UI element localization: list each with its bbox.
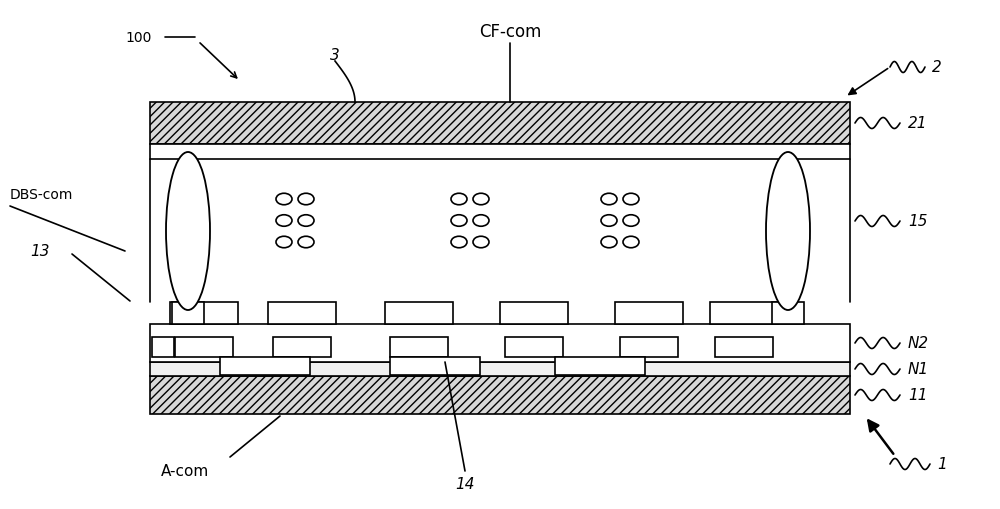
Text: 2: 2: [932, 61, 942, 75]
Ellipse shape: [298, 215, 314, 227]
Ellipse shape: [473, 237, 489, 248]
Ellipse shape: [601, 215, 617, 227]
Ellipse shape: [766, 153, 810, 310]
Bar: [710, 302, 778, 324]
Bar: [385, 302, 453, 324]
Text: 1: 1: [937, 457, 947, 471]
Text: CF-com: CF-com: [479, 23, 541, 41]
Bar: [170, 302, 238, 324]
Bar: [390, 357, 480, 375]
Ellipse shape: [276, 237, 292, 248]
Text: 3: 3: [330, 47, 340, 63]
Text: 13: 13: [30, 244, 50, 259]
Bar: [555, 357, 645, 375]
Text: A-com: A-com: [161, 464, 209, 478]
Bar: [620, 337, 678, 357]
Text: N1: N1: [908, 362, 929, 377]
Ellipse shape: [623, 237, 639, 248]
Ellipse shape: [298, 237, 314, 248]
Ellipse shape: [298, 194, 314, 205]
Ellipse shape: [623, 194, 639, 205]
Ellipse shape: [451, 194, 467, 205]
Bar: [615, 302, 683, 324]
Ellipse shape: [451, 237, 467, 248]
Bar: [715, 337, 773, 357]
Text: 14: 14: [455, 476, 475, 492]
Text: 11: 11: [908, 388, 927, 403]
Bar: [390, 337, 448, 357]
Bar: [220, 357, 310, 375]
Bar: [505, 337, 563, 357]
Bar: [152, 337, 174, 357]
Text: N2: N2: [908, 336, 929, 351]
Bar: [150, 362, 850, 376]
Ellipse shape: [276, 194, 292, 205]
Bar: [150, 324, 850, 362]
Ellipse shape: [473, 194, 489, 205]
Ellipse shape: [166, 153, 210, 310]
Ellipse shape: [473, 215, 489, 227]
Bar: [268, 302, 336, 324]
Bar: [150, 103, 850, 145]
Ellipse shape: [451, 215, 467, 227]
Bar: [150, 376, 850, 414]
Text: 21: 21: [908, 116, 927, 131]
Bar: [172, 302, 204, 324]
Ellipse shape: [276, 215, 292, 227]
Bar: [772, 302, 804, 324]
Text: 15: 15: [908, 214, 927, 229]
Bar: [500, 302, 568, 324]
Bar: [175, 337, 233, 357]
Ellipse shape: [601, 194, 617, 205]
Text: 100: 100: [125, 31, 151, 45]
Text: DBS-com: DBS-com: [10, 188, 73, 202]
Ellipse shape: [623, 215, 639, 227]
Bar: [273, 337, 331, 357]
Ellipse shape: [601, 237, 617, 248]
Bar: [150, 145, 850, 160]
